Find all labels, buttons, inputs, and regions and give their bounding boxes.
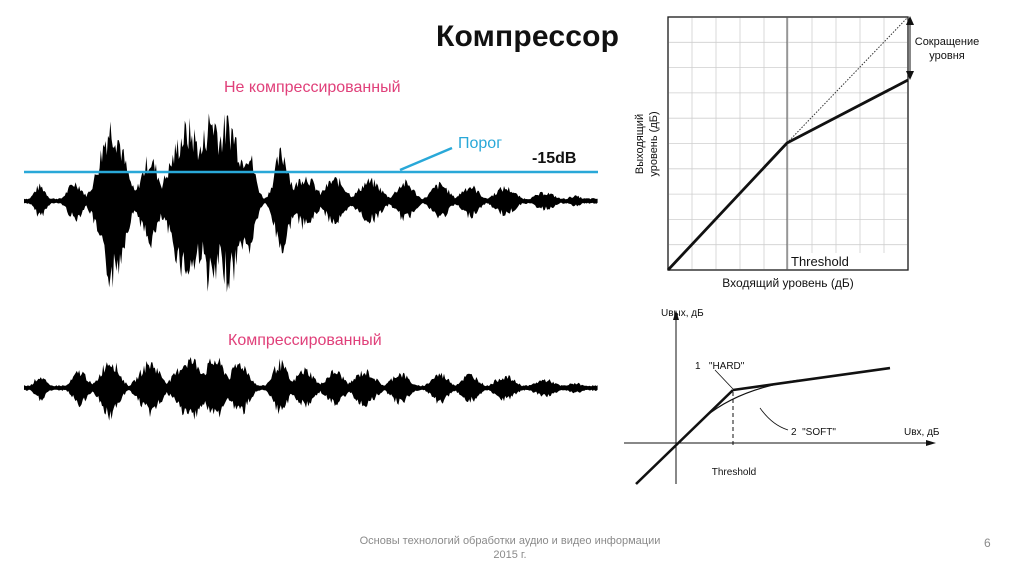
threshold-pointer [399,146,453,172]
transfer-chart: Threshold Входящий уровень (дБ) Выходящи… [634,16,979,290]
knee-threshold-label: Threshold [712,467,756,478]
soft-label: 2 "SOFT" [791,427,836,438]
footer-year: 2015 г. [493,549,527,561]
reduction-label-line2: уровня [929,50,965,62]
reduction-arrow-head-down [906,71,914,80]
slide-title: Компрессор [436,20,620,53]
knee-y-arrow [673,310,679,320]
slide-footer: Основы технологий обработки аудио и виде… [330,534,690,562]
knee-chart: Uвых, дБ Uвх, дБ 1 "HARD" 2 "SOFT" Thres… [624,308,940,485]
transfer-ylabel-line1: Выходящий [634,114,646,174]
knee-x-arrow [926,440,936,446]
soft-knee-curve [704,379,801,418]
hard-label: 1 "HARD" [695,361,745,372]
reduction-label-line1: Сокращение [915,36,980,48]
uncompressed-waveform [24,113,598,293]
uncompressed-label: Не компрессированный [224,79,401,96]
compressed-waveform [24,357,598,421]
knee-linear-segment [635,389,734,485]
reduction-arrow-head-up [906,16,914,25]
threshold-value: -15dB [532,150,576,167]
knee-y-label: Uвых, дБ [661,308,704,319]
unity-gain-line [786,16,909,144]
threshold-label: Порог [458,135,502,152]
compression-curve [666,78,909,271]
compressed-label: Компрессированный [228,332,382,349]
page-number: 6 [984,536,991,550]
footer-course-title: Основы технологий обработки аудио и виде… [359,535,661,547]
hard-knee-curve [732,366,891,392]
knee-x-label: Uвх, дБ [904,427,940,438]
transfer-xlabel: Входящий уровень (дБ) [722,276,853,290]
transfer-ylabel-line2: уровень (дБ) [648,111,660,176]
transfer-threshold-label: Threshold [791,254,849,269]
